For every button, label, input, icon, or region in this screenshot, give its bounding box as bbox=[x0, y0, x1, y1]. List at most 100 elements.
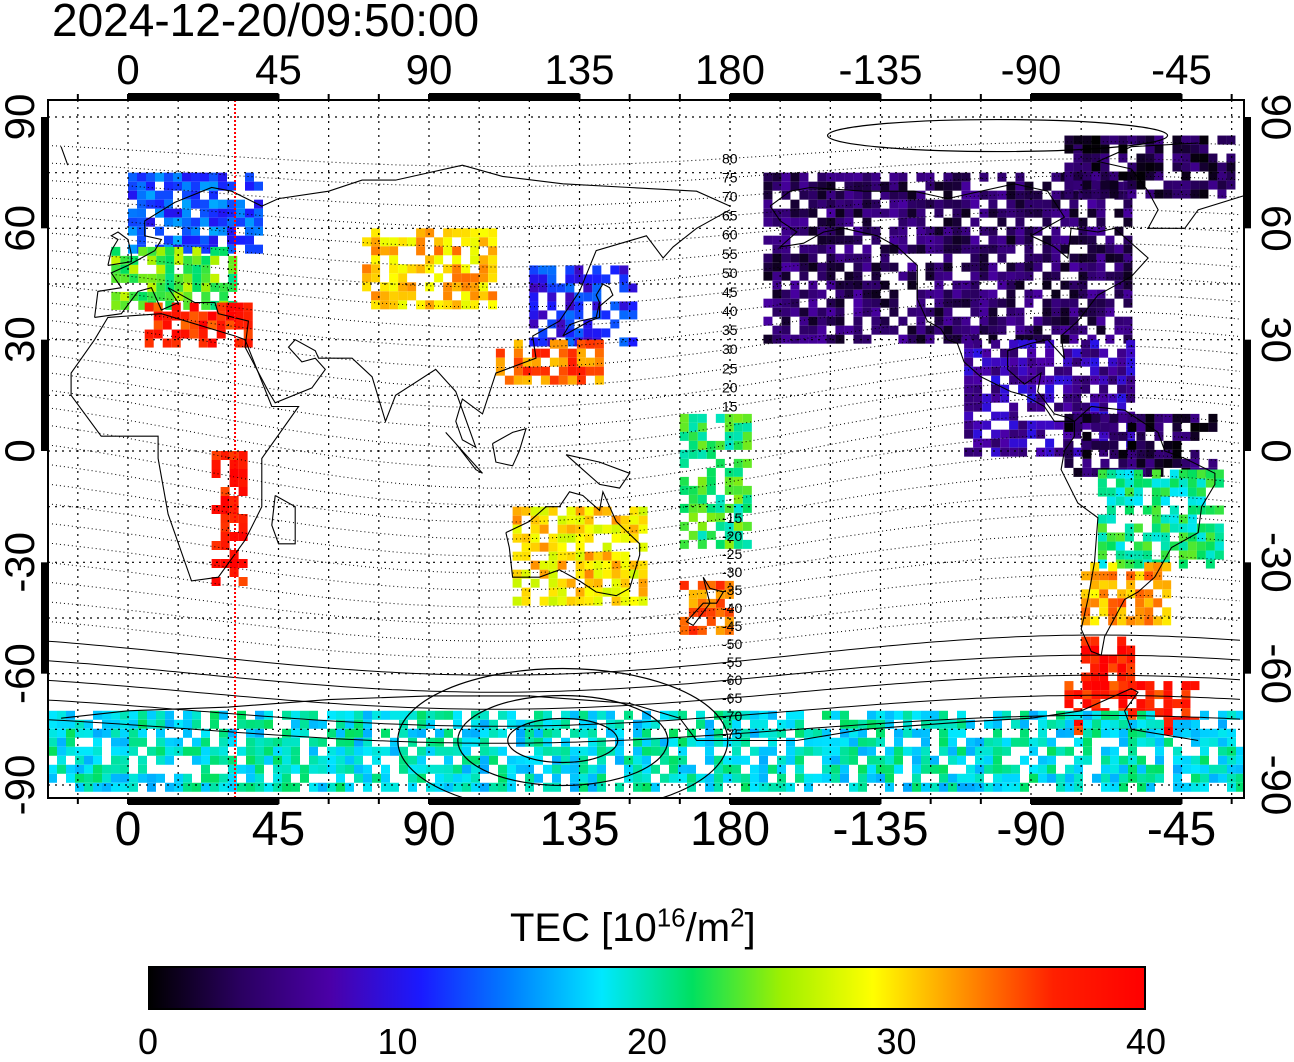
tec-cell bbox=[979, 325, 989, 335]
tec-cell bbox=[220, 514, 230, 523]
tec-cell bbox=[1126, 375, 1136, 385]
tec-cell bbox=[201, 773, 210, 783]
colorbar bbox=[148, 966, 1146, 1010]
tec-cell bbox=[264, 737, 273, 747]
tec-cell bbox=[750, 773, 759, 783]
tec-cell bbox=[380, 300, 390, 310]
tec-cell bbox=[813, 773, 822, 783]
tec-cell bbox=[790, 334, 800, 344]
tec-cell bbox=[1146, 782, 1155, 792]
tec-cell bbox=[585, 357, 595, 367]
tec-cell bbox=[1106, 514, 1116, 524]
tec-cell bbox=[835, 280, 845, 290]
tec-cell bbox=[795, 746, 804, 756]
tec-cell bbox=[443, 291, 453, 301]
y-tick-label-right: -60 bbox=[1253, 643, 1294, 704]
tec-cell bbox=[871, 226, 881, 236]
tec-cell bbox=[1118, 690, 1128, 700]
tec-region-japan bbox=[529, 265, 638, 347]
tec-cell bbox=[488, 300, 498, 310]
tec-cell bbox=[93, 746, 102, 756]
tec-cell bbox=[1123, 298, 1133, 308]
tec-cell bbox=[93, 710, 102, 720]
tec-region-north-america bbox=[763, 172, 1133, 344]
tec-cell bbox=[216, 311, 226, 321]
tec-cell bbox=[1108, 580, 1118, 590]
tec-cell bbox=[831, 755, 840, 765]
tec-cell bbox=[1081, 384, 1091, 394]
tec-cell bbox=[444, 728, 453, 738]
tec-cell bbox=[1096, 253, 1106, 263]
tec-cell bbox=[880, 280, 890, 290]
tec-cell bbox=[939, 710, 948, 720]
tec-cell bbox=[1115, 496, 1125, 506]
tec-cell bbox=[1109, 189, 1119, 199]
tec-cell bbox=[889, 235, 899, 245]
tec-cell bbox=[921, 728, 930, 738]
coastline bbox=[107, 231, 132, 266]
tec-cell bbox=[209, 190, 218, 200]
tec-cell bbox=[979, 253, 989, 263]
tec-cell bbox=[907, 217, 917, 227]
tec-cell bbox=[584, 551, 594, 561]
tec-cell bbox=[1114, 253, 1124, 263]
tec-cell bbox=[1000, 429, 1010, 439]
tec-cell bbox=[1009, 357, 1019, 367]
tec-cell bbox=[723, 755, 732, 765]
tec-cell bbox=[1118, 458, 1128, 468]
tec-cell bbox=[453, 746, 462, 756]
tec-cell bbox=[982, 366, 992, 376]
tec-cell bbox=[597, 782, 606, 792]
tec-cell bbox=[790, 217, 800, 227]
tec-cell bbox=[706, 512, 716, 522]
tec-cell bbox=[236, 199, 245, 209]
tec-cell bbox=[1190, 431, 1200, 441]
tec-cell bbox=[688, 413, 698, 423]
tec-cell bbox=[201, 255, 211, 265]
tec-cell bbox=[876, 773, 885, 783]
tec-cell bbox=[138, 291, 148, 301]
tec-cell bbox=[363, 728, 372, 738]
tec-cell bbox=[799, 172, 809, 182]
tec-cell bbox=[1073, 467, 1083, 477]
colorbar-label-exponent-2: 2 bbox=[730, 902, 745, 933]
tec-cell bbox=[1108, 607, 1118, 617]
tec-cell bbox=[885, 746, 894, 756]
tec-cell bbox=[1090, 348, 1100, 358]
tec-cell bbox=[1036, 447, 1046, 457]
tec-cell bbox=[1137, 737, 1146, 747]
tec-cell bbox=[1127, 681, 1137, 691]
tec-cell bbox=[336, 719, 345, 729]
tec-cell bbox=[1091, 171, 1101, 181]
tec-cell bbox=[243, 311, 253, 321]
tec-cell bbox=[781, 181, 791, 191]
tec-cell bbox=[970, 298, 980, 308]
tec-cell bbox=[1135, 616, 1145, 626]
tec-cell bbox=[583, 319, 593, 329]
tec-cell bbox=[871, 298, 881, 308]
tec-cell bbox=[1218, 773, 1227, 783]
tec-cell bbox=[1123, 280, 1133, 290]
tec-cell bbox=[862, 190, 872, 200]
tec-cell bbox=[345, 782, 354, 792]
tec-cell bbox=[479, 291, 489, 301]
tec-region-east-asia-south bbox=[495, 339, 604, 385]
tec-cell bbox=[165, 255, 175, 265]
tec-cell bbox=[201, 273, 211, 283]
tec-cell bbox=[742, 458, 752, 468]
mag-contour bbox=[48, 362, 1241, 429]
tec-cell bbox=[165, 282, 175, 292]
y-tick-label-right: 0 bbox=[1253, 439, 1294, 462]
frame-bar bbox=[128, 799, 279, 805]
tec-cell bbox=[1056, 746, 1065, 756]
tec-cell bbox=[964, 447, 974, 457]
tec-cell bbox=[620, 515, 630, 525]
tec-cell bbox=[1226, 171, 1236, 181]
tec-cell bbox=[853, 280, 863, 290]
tec-cell bbox=[565, 310, 575, 320]
tec-cell bbox=[939, 737, 948, 747]
tec-cell bbox=[997, 253, 1007, 263]
colorbar-tick-label: 20 bbox=[626, 1021, 668, 1062]
tec-cell bbox=[984, 737, 993, 747]
